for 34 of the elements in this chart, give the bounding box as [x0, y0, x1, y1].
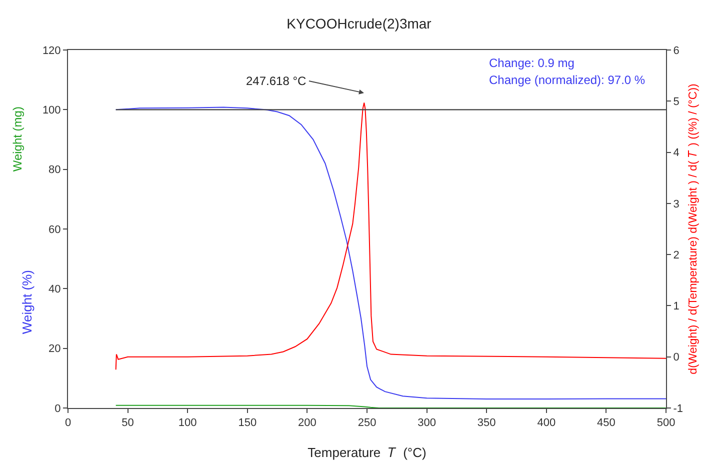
x-tick-label: 0 [64, 417, 72, 430]
chart-title: KYCOOHcrude(2)3mar [286, 16, 432, 32]
y-tick-label: 60 [48, 224, 61, 236]
y2-tick-label: 3 [673, 198, 680, 210]
y2-axis-title: d(Weight) / d(Temperature) d(Weight ) / d( 𝑇 ) ((%) / (°C)) [688, 83, 700, 374]
y2-tick-label: 0 [673, 352, 680, 364]
y-tick-label: 80 [48, 164, 61, 176]
annotation: 247.618 °C [246, 74, 307, 88]
x-tick-label: 450 [597, 417, 616, 430]
annotation: Change (normalized): 97.0 % [489, 73, 646, 87]
y-tick-label: 120 [42, 44, 61, 57]
y-tick-label: 20 [48, 343, 61, 356]
x-tick-label: 100 [178, 417, 197, 430]
x-tick-label: 300 [418, 417, 436, 430]
annotation: Change: 0.9 mg [489, 56, 574, 70]
x-axis-title: Temperature 𝑇 (°C) [308, 445, 426, 460]
y-axis-title: Weight (%) [19, 270, 34, 334]
x-tick-label: 200 [298, 417, 316, 430]
y2-tick-label: 2 [673, 249, 680, 262]
x-tick-label: 400 [537, 417, 556, 430]
y-tick-label: 40 [48, 284, 61, 296]
y-tick-label: 100 [42, 104, 61, 117]
y2-tick-label: 6 [673, 44, 680, 57]
y2-tick-label: 1 [673, 300, 680, 313]
y2-tick-label: -1 [673, 402, 683, 415]
x-tick-label: 50 [122, 417, 134, 430]
x-tick-label: 350 [477, 417, 496, 430]
y2-tick-label: 5 [673, 96, 680, 108]
y-tick-label: 0 [54, 402, 61, 415]
x-tick-label: 500 [656, 417, 676, 430]
x-tick-label: 250 [358, 417, 376, 430]
x-tick-label: 150 [238, 417, 257, 430]
text: Weight (mg) [10, 106, 25, 172]
y2-tick-label: 4 [673, 147, 680, 160]
